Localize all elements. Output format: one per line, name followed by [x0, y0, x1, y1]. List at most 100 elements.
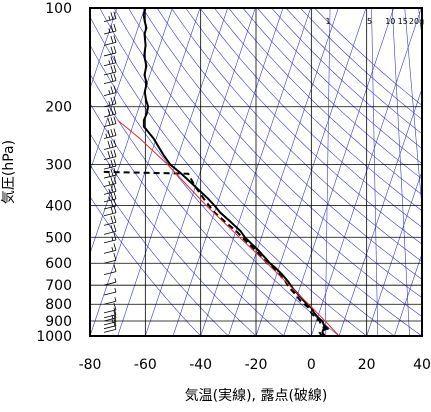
wind-barb-flag — [109, 189, 110, 193]
wind-barb — [104, 139, 116, 149]
dry-adiabat-line — [229, 8, 431, 343]
wind-barb-flag — [111, 216, 113, 223]
wind-barb-flag — [111, 177, 113, 184]
wind-barb — [104, 278, 116, 285]
mixing-ratio-line — [372, 8, 378, 336]
wind-barb-staff — [104, 292, 116, 295]
wind-barb — [104, 35, 116, 45]
y-tick-label: 700 — [45, 278, 72, 294]
y-tick-label: 300 — [45, 157, 72, 173]
wind-barb-flag — [111, 150, 113, 157]
dry-adiabat-line — [300, 8, 431, 343]
wind-barb-staff — [104, 272, 116, 275]
y-tick-label: 500 — [45, 230, 72, 246]
dry-adiabat-line — [257, 8, 431, 343]
wind-barb — [104, 243, 116, 253]
wind-barb-staff — [104, 250, 116, 253]
mixing-ratio-line — [419, 8, 431, 336]
wind-barb-flag — [114, 107, 116, 114]
wind-barb-flag — [114, 129, 116, 136]
wind-barb-flag — [109, 60, 110, 64]
wind-barb-flag — [114, 199, 116, 206]
wind-barb-flag — [114, 184, 116, 191]
dry-adiabat-line — [128, 8, 431, 343]
y-tick-label: 1000 — [36, 329, 72, 345]
wind-barb-flag — [112, 2, 113, 6]
wind-barb-flag — [111, 66, 113, 73]
wind-barb — [104, 150, 116, 160]
wind-barb-flag — [109, 16, 110, 20]
wind-barb-flag — [111, 169, 113, 176]
dry-adiabat-line — [57, 8, 320, 343]
dry-adiabat-line — [186, 8, 431, 343]
x-tick-label: 0 — [307, 357, 316, 373]
isotherm-line — [228, 8, 338, 336]
wind-barb-flag — [114, 215, 116, 222]
wind-barb — [104, 97, 116, 107]
mixing-ratio-label: 20g — [409, 17, 424, 26]
dry-adiabat-line — [171, 8, 431, 343]
wind-barb-flag — [106, 134, 107, 138]
isotherm-line — [284, 8, 394, 336]
wind-barb-flag — [109, 196, 110, 200]
x-axis-title: 気温(実線), 露点(破線) — [185, 388, 328, 404]
wind-barb-flag — [114, 253, 116, 260]
mixing-ratio-line — [405, 8, 431, 336]
x-tick-label: -60 — [134, 357, 157, 373]
y-tick-label: 800 — [45, 297, 72, 313]
wind-barb-flag — [115, 288, 116, 292]
mixing-ratio-label: 1 — [325, 17, 330, 26]
mixing-ratio-label: 10 — [385, 17, 395, 26]
dry-adiabat-line — [143, 8, 431, 343]
x-tick-label: -80 — [79, 357, 102, 373]
wind-barb-flag — [114, 46, 116, 53]
wind-barb-flag — [114, 243, 116, 250]
wind-barb-flag — [111, 140, 113, 147]
wind-barb-flag — [108, 118, 110, 125]
x-tick-label: -40 — [189, 357, 212, 373]
wind-barb-staff — [104, 329, 116, 332]
wind-barb-staff — [104, 282, 116, 285]
wind-barb — [104, 74, 116, 84]
y-axis-title: 気圧(hPa) — [1, 140, 17, 204]
wind-barb-flag — [114, 24, 116, 31]
wind-barb-staff — [104, 81, 116, 84]
wind-barb-flag — [114, 224, 116, 231]
wind-barb-flag — [114, 206, 116, 213]
wind-barbs — [104, 0, 116, 332]
wind-barb-staff — [104, 240, 116, 243]
wind-barb-flag — [115, 278, 116, 282]
wind-barb — [104, 46, 116, 56]
wind-barb-flag — [114, 74, 116, 81]
wind-barb-flag — [115, 297, 116, 301]
wind-barb-flag — [114, 117, 116, 124]
wind-barb-flag — [111, 117, 113, 124]
wind-barb-flag — [111, 36, 113, 43]
profile-series — [104, 8, 339, 336]
wind-barb-staff — [104, 326, 116, 329]
wind-barb-flag — [109, 90, 110, 94]
wind-barb-flag — [112, 247, 113, 251]
isotherm-line — [173, 8, 283, 336]
wind-barb — [104, 0, 116, 8]
mixing-ratio-label: 5 — [367, 17, 372, 26]
mixing-ratio-line — [392, 8, 409, 336]
x-tick-label: 20 — [358, 357, 376, 373]
wind-barb-flag — [114, 0, 116, 5]
wind-barb-flag — [114, 65, 116, 72]
wind-barb — [104, 129, 116, 139]
x-tick-label: 40 — [413, 357, 431, 373]
wind-barb — [104, 253, 116, 263]
wind-barb-flag — [111, 225, 113, 232]
y-tick-label: 100 — [45, 1, 72, 17]
y-tick-label: 400 — [45, 198, 72, 214]
y-tick-label: 600 — [45, 256, 72, 272]
wind-barb-flag — [111, 108, 113, 115]
wind-barb-flag — [114, 159, 116, 166]
dry-adiabat-line — [214, 8, 431, 343]
wind-barb-flag — [111, 86, 113, 93]
